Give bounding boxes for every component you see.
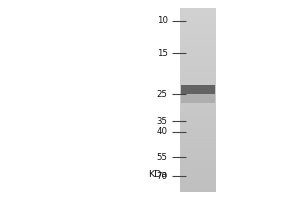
Text: 10: 10	[157, 16, 167, 25]
Text: 25: 25	[157, 90, 167, 99]
Text: 35: 35	[157, 117, 167, 126]
Text: 15: 15	[157, 49, 167, 58]
Text: 55: 55	[157, 153, 167, 162]
Text: 40: 40	[157, 127, 167, 136]
Text: 70: 70	[157, 172, 167, 181]
Text: KDa: KDa	[148, 170, 167, 179]
